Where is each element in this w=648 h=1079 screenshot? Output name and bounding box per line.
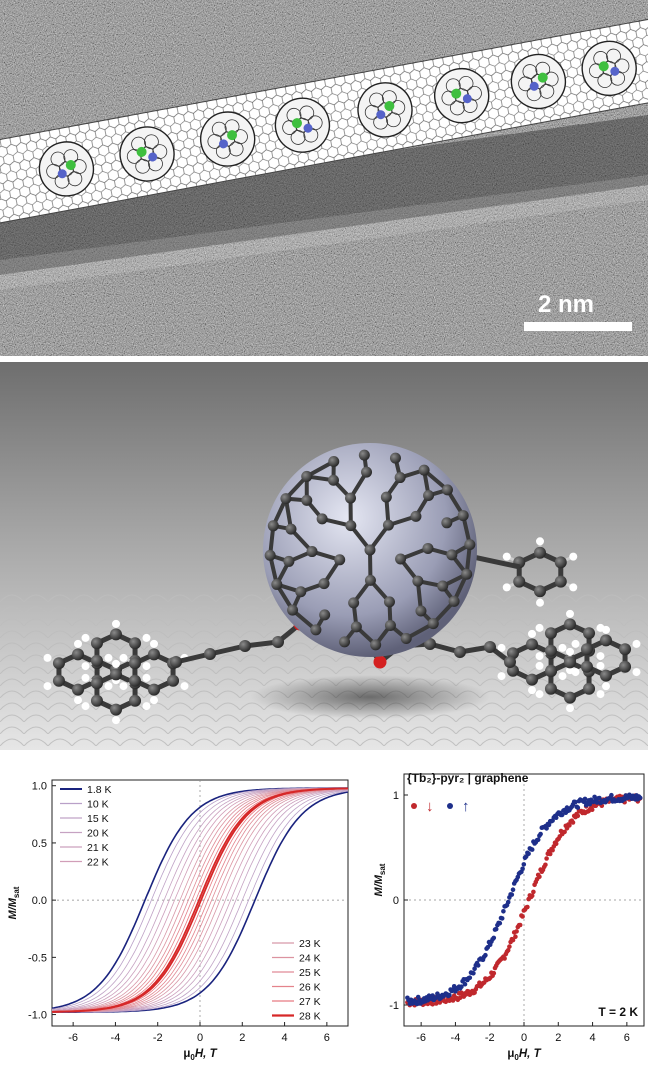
fullerene-cage xyxy=(581,40,637,97)
fullerene-cage xyxy=(510,53,567,110)
x-tick-label: 4 xyxy=(590,1032,596,1044)
legend-arrow-down: ↓ xyxy=(426,798,434,815)
legend-entry: 25 K xyxy=(272,967,321,979)
legend-entry: 26 K xyxy=(272,982,321,994)
phenyl-ring xyxy=(502,537,578,607)
tem-image-panel: 2 nm xyxy=(0,0,648,356)
hysteresis-plot-temperature: -6 -4 -2 0 2 4 6 1.0 0.5 0.0 -0.5 -1.0 1.8 K 10 K 15 K… xyxy=(7,779,349,1062)
x-tick-label: -4 xyxy=(451,1032,461,1044)
pyrene-right xyxy=(497,609,641,713)
hysteresis-plot-graphene: -6 -4 -2 0 2 4 610-1{Tb₂}-pyr₂ | graphene↓ ↑T =… xyxy=(373,771,645,1062)
scale-bar xyxy=(524,322,632,331)
oxygen-atom xyxy=(373,655,387,669)
svg-text:1.8 K: 1.8 K xyxy=(87,784,112,796)
pyrene-left xyxy=(43,619,189,725)
legend-arrow-up: ↑ xyxy=(462,798,470,815)
fullerene-cage xyxy=(274,97,331,153)
fullerene-cages xyxy=(38,40,637,197)
y-tick-label: -0.5 xyxy=(28,952,47,964)
legend-entry: 24 K xyxy=(272,953,321,965)
legend-entry: 28 K xyxy=(272,1011,321,1023)
molecule-render-panel xyxy=(0,362,648,750)
svg-text:15 K: 15 K xyxy=(87,813,109,825)
nanotube xyxy=(0,15,648,225)
legend-entry: 23 K xyxy=(272,938,321,950)
x-tick-label: 0 xyxy=(197,1032,203,1044)
legend-entry: 1.8 K xyxy=(60,784,112,796)
svg-text:26 K: 26 K xyxy=(299,982,321,994)
temperature-annotation: T = 2 K xyxy=(598,1005,638,1019)
scale-bar-label: 2 nm xyxy=(538,291,594,318)
svg-text:25 K: 25 K xyxy=(299,967,321,979)
fullerene-cage xyxy=(38,141,95,197)
svg-text:27 K: 27 K xyxy=(299,996,321,1008)
x-tick-label: -4 xyxy=(111,1032,121,1044)
svg-text:23 K: 23 K xyxy=(299,938,321,950)
legend-entry: 21 K xyxy=(60,842,109,854)
fullerene-cage xyxy=(119,126,175,182)
x-tick-label: -2 xyxy=(153,1032,163,1044)
svg-text:22 K: 22 K xyxy=(87,857,109,869)
x-tick-label: -6 xyxy=(68,1032,78,1044)
y-tick-label: 1 xyxy=(393,790,399,802)
chart-title: {Tb₂}-pyr₂ | graphene xyxy=(407,771,529,785)
svg-text:10 K: 10 K xyxy=(87,799,109,811)
x-axis-label: μ0H, T xyxy=(183,1048,217,1062)
legend-entry: 15 K xyxy=(60,813,109,825)
fullerene-cage xyxy=(357,82,413,138)
x-tick-label: 2 xyxy=(555,1032,561,1044)
x-tick-label: -2 xyxy=(485,1032,495,1044)
x-tick-label: 6 xyxy=(624,1032,630,1044)
tem-dark-band xyxy=(0,115,648,275)
legend: ↓ ↑ xyxy=(411,798,470,815)
x-tick-label: 4 xyxy=(282,1032,288,1044)
x-axis-label: μ0H, T xyxy=(507,1048,541,1062)
y-tick-label: 1.0 xyxy=(32,781,47,793)
fullerene-cage xyxy=(199,111,256,167)
svg-text:24 K: 24 K xyxy=(299,953,321,965)
y-tick-label: 0 xyxy=(393,895,399,907)
x-tick-label: -6 xyxy=(416,1032,426,1044)
y-tick-label: -1 xyxy=(389,1000,399,1012)
fullerene-cage xyxy=(433,67,490,124)
y-tick-label: -1.0 xyxy=(28,1010,47,1022)
fullerene-network xyxy=(264,449,476,651)
y-tick-label: 0.5 xyxy=(32,838,47,850)
legend-entry: 10 K xyxy=(60,799,109,811)
svg-text:28 K: 28 K xyxy=(299,1011,321,1023)
y-tick-label: 0.0 xyxy=(32,895,47,907)
hysteresis-curve xyxy=(51,787,349,1013)
svg-text:20 K: 20 K xyxy=(87,828,109,840)
x-tick-label: 2 xyxy=(239,1032,245,1044)
svg-text:21 K: 21 K xyxy=(87,842,109,854)
legend-entry: 22 K xyxy=(60,857,109,869)
scatter-series-up xyxy=(405,792,643,1007)
legend-entry: 20 K xyxy=(60,828,109,840)
y-axis-label: M/Msat xyxy=(7,886,21,919)
y-axis-label: M/Msat xyxy=(373,863,387,896)
x-tick-label: 6 xyxy=(324,1032,330,1044)
molecule-shadow xyxy=(250,675,490,719)
legend-entry: 27 K xyxy=(272,996,321,1008)
x-tick-label: 0 xyxy=(521,1032,527,1044)
